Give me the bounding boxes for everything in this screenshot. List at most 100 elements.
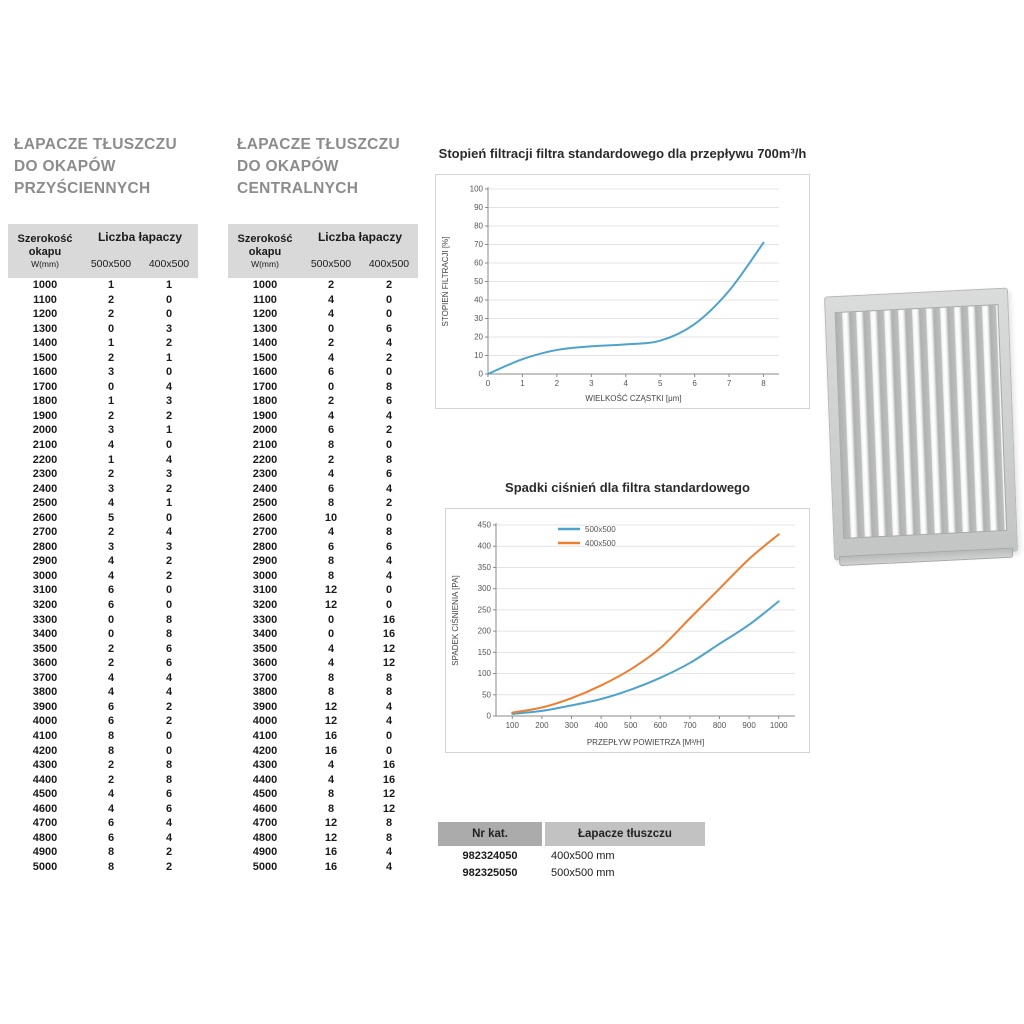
table-row: 1700 0 4: [32, 380, 173, 393]
table-row: 3500 2 6: [32, 642, 173, 655]
grease-filter-image: [824, 287, 1018, 567]
table-row: 3100 12 0: [252, 584, 393, 597]
series: [511, 533, 780, 715]
table-row: 1100 2 0: [33, 293, 173, 306]
filtration-chart-plot: 0 10 20 30 40 50 60 70 80 90 100 0 1 2 3 4 5 6 7 8 WIELKOŚĆ …: [441, 185, 779, 403]
axis-ticks: 0 10 20 30 40 50 60 70 80 90 100 0 1 2 3 4 5 6 7 8: [470, 185, 767, 389]
catalog-table: Nr kat. Łapacze tłuszczu 982324050 400x50…: [435, 820, 708, 882]
col-header-width: Szerokość okapu W(mm): [8, 224, 82, 278]
table-row: 1900 4 4: [252, 409, 393, 422]
pressure-drop-chart-plot: 0 50 100 150 200 250 300 350 400 450 100 200 300 400 5…: [451, 521, 795, 747]
svg-text:200: 200: [535, 721, 549, 730]
svg-text:2: 2: [555, 379, 560, 388]
svg-text:250: 250: [478, 605, 492, 614]
catalog-header-nr-kat: Nr kat.: [438, 822, 542, 846]
filtration-chart-title: Stopień filtracji filtra standardowego d…: [438, 146, 807, 161]
table-row: 2100 8 0: [252, 439, 393, 452]
table-row: 4000 12 4: [252, 715, 393, 728]
table-row: 2200 2 8: [252, 453, 393, 466]
table-row: 1000 2 2: [252, 279, 393, 291]
filtration-chart-box: 0 10 20 30 40 50 60 70 80 90 100 0 1 2 3 4 5 6 7 8 WIELKOŚĆ …: [435, 174, 810, 409]
wall-hoods-title: ŁAPACZE TŁUSZCZU DO OKAPÓW PRZYŚCIENNYCH: [14, 136, 177, 197]
table-row: 1300 0 6: [252, 322, 393, 335]
col-header-count: Liczba łapaczy: [302, 224, 418, 250]
table-row: 1100 4 0: [253, 293, 393, 306]
table-row: 3500 4 12: [252, 642, 396, 655]
table-row: 4400 2 8: [32, 773, 173, 786]
table-row: 4900 8 2: [32, 846, 173, 859]
table-row: 2800 3 3: [32, 540, 173, 553]
svg-text:400: 400: [478, 542, 492, 551]
table-row: 4400 4 16: [252, 773, 396, 786]
svg-text:800: 800: [713, 721, 727, 730]
table-row: 2300 2 3: [32, 468, 173, 481]
gridlines: [496, 524, 795, 696]
svg-text:3: 3: [589, 379, 594, 388]
table-row: 1400 2 4: [252, 337, 393, 350]
gridlines: [488, 188, 779, 356]
table-row: 1400 1 2: [32, 337, 173, 350]
central-hoods-table: Szerokość okapu W(mm) Liczba łapaczy 500…: [228, 224, 418, 874]
svg-text:100: 100: [470, 185, 484, 194]
table-row: 1800 2 6: [252, 395, 393, 408]
svg-text:10: 10: [474, 351, 483, 360]
table-row: 4100 16 0: [252, 729, 393, 742]
filtration-chart: Stopień filtracji filtra standardowego d…: [435, 146, 810, 409]
table-row: 4300 2 8: [32, 759, 173, 772]
svg-text:0: 0: [487, 712, 492, 721]
y-axis-label: SPADEK CIŚNIENIA [PA]: [451, 575, 460, 665]
table-row: 1500 2 1: [32, 351, 173, 364]
svg-text:400x500: 400x500: [585, 539, 616, 548]
table-row: 4500 4 6: [32, 788, 173, 801]
table-row: 1200 2 0: [32, 308, 173, 321]
svg-text:400: 400: [594, 721, 608, 730]
catalog-row: 982324050 400x500 mm: [462, 849, 615, 862]
central-hoods-title: ŁAPACZE TŁUSZCZU DO OKAPÓW CENTRALNYCH: [237, 136, 400, 197]
table-row: 4600 8 12: [252, 802, 396, 815]
col-header-400x500: 400x500: [140, 250, 198, 278]
table-row: 3900 12 4: [252, 700, 393, 713]
svg-text:100: 100: [506, 721, 520, 730]
table-row: 3200 12 0: [252, 599, 393, 612]
width-unit: W(mm): [251, 259, 279, 270]
table-row: 2400 6 4: [252, 482, 393, 495]
width-label: Szerokość okapu: [17, 232, 73, 258]
series-500x500-line: [511, 600, 780, 715]
table-row: 2200 1 4: [32, 453, 173, 466]
svg-text:7: 7: [727, 379, 732, 388]
svg-text:4: 4: [624, 379, 629, 388]
table-row: 2000 6 2: [252, 424, 393, 437]
pressure-drop-chart-box: 0 50 100 150 200 250 300 350 400 450 100 200 300 400 5…: [445, 508, 810, 753]
table-row: 3400 0 8: [32, 628, 173, 641]
svg-text:50: 50: [482, 690, 491, 699]
svg-text:900: 900: [742, 721, 756, 730]
table-row: 4100 8 0: [32, 729, 173, 742]
table-row: 3800 8 8: [252, 686, 393, 699]
svg-text:1000: 1000: [770, 721, 788, 730]
axis-ticks: 0 50 100 150 200 250 300 350 400 450 100 200 300 400 5…: [478, 521, 789, 731]
svg-text:500: 500: [624, 721, 638, 730]
table-row: 3300 0 16: [252, 613, 396, 626]
series-filtracja-line: [487, 241, 765, 375]
table-row: 2500 8 2: [252, 497, 393, 510]
svg-text:30: 30: [474, 314, 483, 323]
svg-text:150: 150: [478, 648, 492, 657]
svg-text:5: 5: [658, 379, 663, 388]
catalog-table-body: 982324050 400x500 mm 982325050 500x500 mm: [438, 848, 705, 880]
svg-text:300: 300: [565, 721, 579, 730]
table-row: 2000 3 1: [32, 424, 173, 437]
axes: [487, 187, 779, 375]
table-row: 3100 6 0: [32, 584, 173, 597]
svg-text:500x500: 500x500: [585, 525, 616, 534]
y-axis-label: STOPIEŃ FILTRACJI [%]: [441, 237, 450, 327]
table-row: 5000 8 2: [32, 860, 173, 873]
table-row: 4700 6 4: [32, 817, 173, 830]
x-axis-label: PRZEPŁYW POWIETRZA [M³/H]: [587, 738, 704, 747]
svg-text:90: 90: [474, 203, 483, 212]
col-header-500x500: 500x500: [82, 250, 140, 278]
svg-text:350: 350: [478, 563, 492, 572]
svg-text:0: 0: [486, 379, 491, 388]
table-row: 5000 16 4: [252, 860, 393, 873]
table-row: 2600 10 0: [252, 511, 393, 524]
